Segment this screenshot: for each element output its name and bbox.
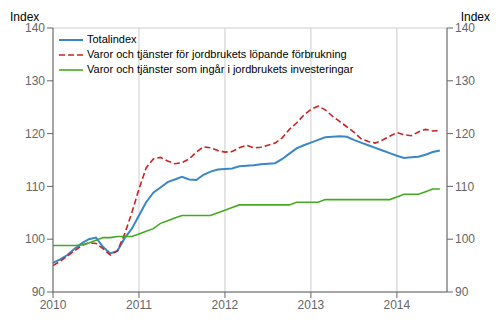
svg-text:120: 120 bbox=[455, 127, 475, 141]
html-text:Varor och tjänster som ingår i: Varor och tjänster som ingår i jordbruke… bbox=[87, 63, 354, 75]
svg-text:130: 130 bbox=[25, 74, 45, 88]
svg-text:110: 110 bbox=[26, 180, 45, 194]
svg-text:2014: 2014 bbox=[384, 298, 411, 312]
svg-text:100: 100 bbox=[25, 232, 45, 246]
svg-text:90: 90 bbox=[455, 285, 469, 299]
html-text:Index: Index bbox=[10, 10, 40, 24]
svg-text:2013: 2013 bbox=[298, 298, 325, 312]
html-text:Varor och tjänster för jordbru: Varor och tjänster för jordbrukets löpan… bbox=[87, 48, 347, 60]
svg-text:130: 130 bbox=[455, 74, 475, 88]
html-text:Index: Index bbox=[460, 10, 490, 24]
svg-text:2010: 2010 bbox=[40, 298, 67, 312]
svg-text:140: 140 bbox=[25, 21, 45, 36]
svg-text:2011: 2011 bbox=[126, 298, 152, 312]
html-text:Totalindex: Totalindex bbox=[87, 33, 137, 45]
svg-text:100: 100 bbox=[455, 232, 475, 246]
svg-text:2012: 2012 bbox=[212, 298, 239, 312]
svg-text:120: 120 bbox=[25, 127, 45, 141]
svg-text:90: 90 bbox=[32, 285, 46, 299]
svg-text:140: 140 bbox=[455, 21, 475, 36]
svg-text:110: 110 bbox=[455, 180, 474, 194]
